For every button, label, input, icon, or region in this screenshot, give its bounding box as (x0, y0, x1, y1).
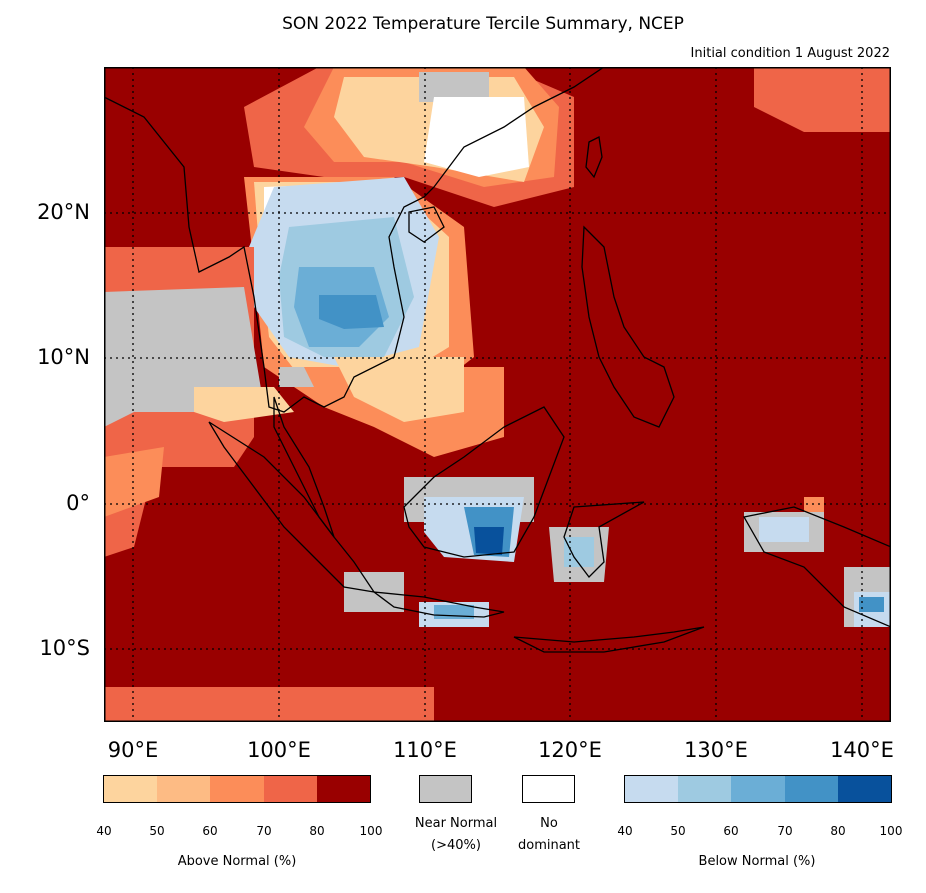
near-normal-swatch (419, 775, 472, 803)
patch-pacific-ne-70 (754, 67, 891, 132)
coastline-india-burma (104, 67, 605, 413)
below-normal-label: Below Normal (%) (698, 854, 816, 869)
coastline-hainan (408, 206, 445, 243)
coastlines (104, 67, 891, 653)
lon-label-120E: 120°E (538, 738, 602, 762)
coastline-sumatra (208, 421, 376, 593)
patch-gulf-50 (334, 357, 464, 422)
above-tick-50: 50 (149, 824, 165, 838)
patch-sulawesi-50 (564, 537, 594, 567)
no-dominant-label-line2: dominant (517, 838, 581, 853)
above-tick-70: 70 (256, 824, 272, 838)
patch-china-near-normal (419, 72, 489, 102)
above-normal-colorbar (103, 775, 371, 803)
above-tick-40: 40 (96, 824, 112, 838)
below-normal-swatch-70 (784, 776, 838, 802)
above-normal-swatch-70 (263, 776, 317, 802)
patch-borneo-90 (474, 527, 504, 555)
patch-china-no-dominant (424, 97, 529, 177)
lon-label-110E: 110°E (393, 738, 457, 762)
below-normal-swatch-50 (678, 776, 732, 802)
lon-label-140E: 140°E (830, 738, 894, 762)
below-tick-60: 60 (723, 824, 739, 838)
chart-title: SON 2022 Temperature Tercile Summary, NC… (282, 14, 684, 34)
coastline-sulawesi (563, 501, 645, 578)
above-normal-label: Above Normal (%) (177, 854, 297, 869)
coastline-java (371, 591, 505, 618)
below-normal-colorbar (624, 775, 892, 803)
above-tick-60: 60 (202, 824, 218, 838)
below-tick-40: 40 (617, 824, 633, 838)
below-normal-swatch-60 (731, 776, 785, 802)
coastline-borneo (403, 406, 565, 558)
coastline-new-guinea (742, 506, 891, 628)
gridlines (104, 67, 891, 722)
patch-andaman-60 (104, 447, 164, 517)
no-dominant-swatch (522, 775, 575, 803)
below-normal-swatch-80 (837, 776, 892, 802)
below-tick-70: 70 (777, 824, 793, 838)
lon-label-130E: 130°E (684, 738, 748, 762)
patch-pngsouth-70 (859, 597, 884, 612)
patch-bengal-50 (194, 387, 294, 422)
lat-label-10N: 10°N (37, 345, 90, 369)
lon-label-100E: 100°E (247, 738, 311, 762)
initial-condition-label: Initial condition 1 August 2022 (690, 46, 890, 61)
patch-indochina-70 (319, 295, 384, 329)
patch-newguinea-40 (759, 517, 809, 542)
coastline-taiwan (585, 136, 603, 179)
below-tick-100: 100 (879, 824, 903, 838)
above-tick-80: 80 (309, 824, 325, 838)
patch-bottom-band-70 (104, 687, 434, 722)
above-tick-100: 100 (359, 824, 383, 838)
above-normal-swatch-60 (210, 776, 264, 802)
above-normal-swatch-40 (104, 776, 158, 802)
above-normal-swatch-80 (316, 776, 371, 802)
no-dominant-label-line1: No (540, 816, 558, 831)
near-normal-label-line1: Near Normal (414, 816, 498, 831)
lat-label-0: 0° (66, 491, 90, 515)
tercile-map (104, 67, 891, 722)
lat-label-20N: 20°N (37, 200, 90, 224)
lon-label-90E: 90°E (107, 738, 159, 762)
above-normal-swatch-50 (157, 776, 211, 802)
map-frame (104, 67, 891, 722)
below-tick-80: 80 (830, 824, 846, 838)
below-tick-50: 50 (670, 824, 686, 838)
lat-label-10S: 10°S (39, 636, 90, 660)
near-normal-label-line2: (>40%) (431, 838, 481, 853)
coastline-philippines (581, 225, 675, 428)
below-normal-swatch-40 (625, 776, 679, 802)
coastline-lesser-sunda (513, 626, 705, 653)
forecast-patches (104, 67, 891, 722)
patch-newguinea-60 (804, 497, 824, 512)
